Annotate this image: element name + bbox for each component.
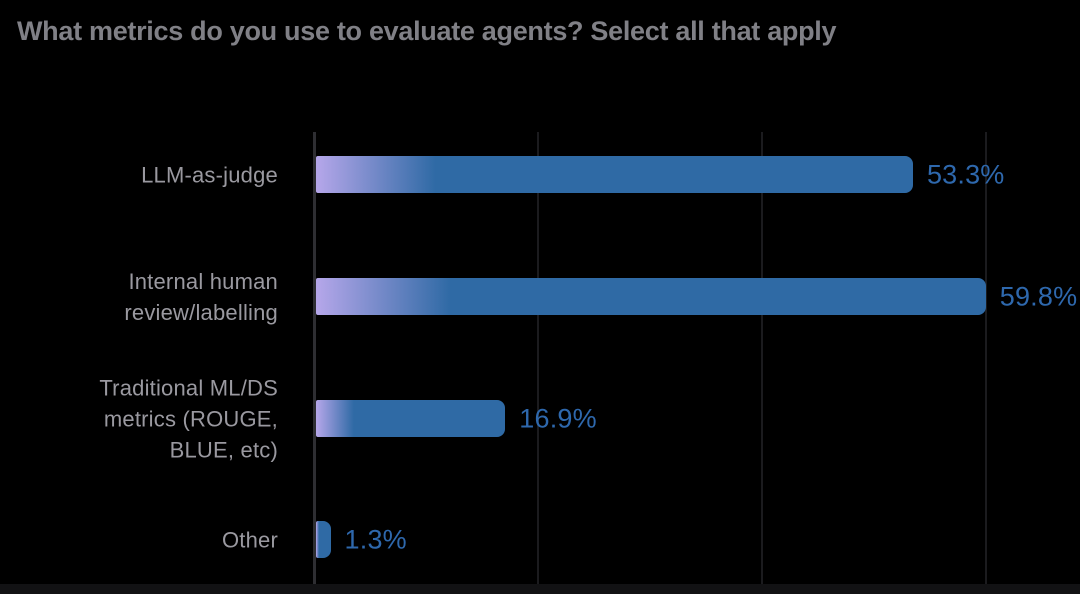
gridline <box>985 132 987 584</box>
category-label: Traditional ML/DS metrics (ROUGE, BLUE, … <box>99 375 278 462</box>
bar-row-internal-human-review: Internal human review/labelling 59.8% <box>0 269 1080 325</box>
value-label: 1.3% <box>344 524 407 554</box>
value-label: 53.3% <box>926 159 1005 189</box>
bar-row-other: Other 1.3% <box>0 521 1080 558</box>
bar-row-traditional-ml-ds-metrics: Traditional ML/DS metrics (ROUGE, BLUE, … <box>0 375 1080 462</box>
category-label: LLM-as-judge <box>141 162 278 187</box>
bar-internal-human-review <box>316 278 986 315</box>
value-label: 16.9% <box>519 403 597 433</box>
bar-row-llm-as-judge: LLM-as-judge 53.3% <box>0 156 1080 193</box>
y-axis-line <box>313 132 316 584</box>
gridline <box>761 132 763 584</box>
chart-title: What metrics do you use to evaluate agen… <box>17 16 837 46</box>
bar-llm-as-judge <box>316 156 913 193</box>
bar-traditional-ml-ds-metrics <box>316 400 506 437</box>
value-label: 59.8% <box>999 281 1078 311</box>
category-label: Other <box>221 527 278 552</box>
bottom-edge-band <box>0 584 1080 594</box>
gridline <box>537 132 539 584</box>
bar-other <box>316 521 331 558</box>
category-label: Internal human review/labelling <box>124 268 278 325</box>
